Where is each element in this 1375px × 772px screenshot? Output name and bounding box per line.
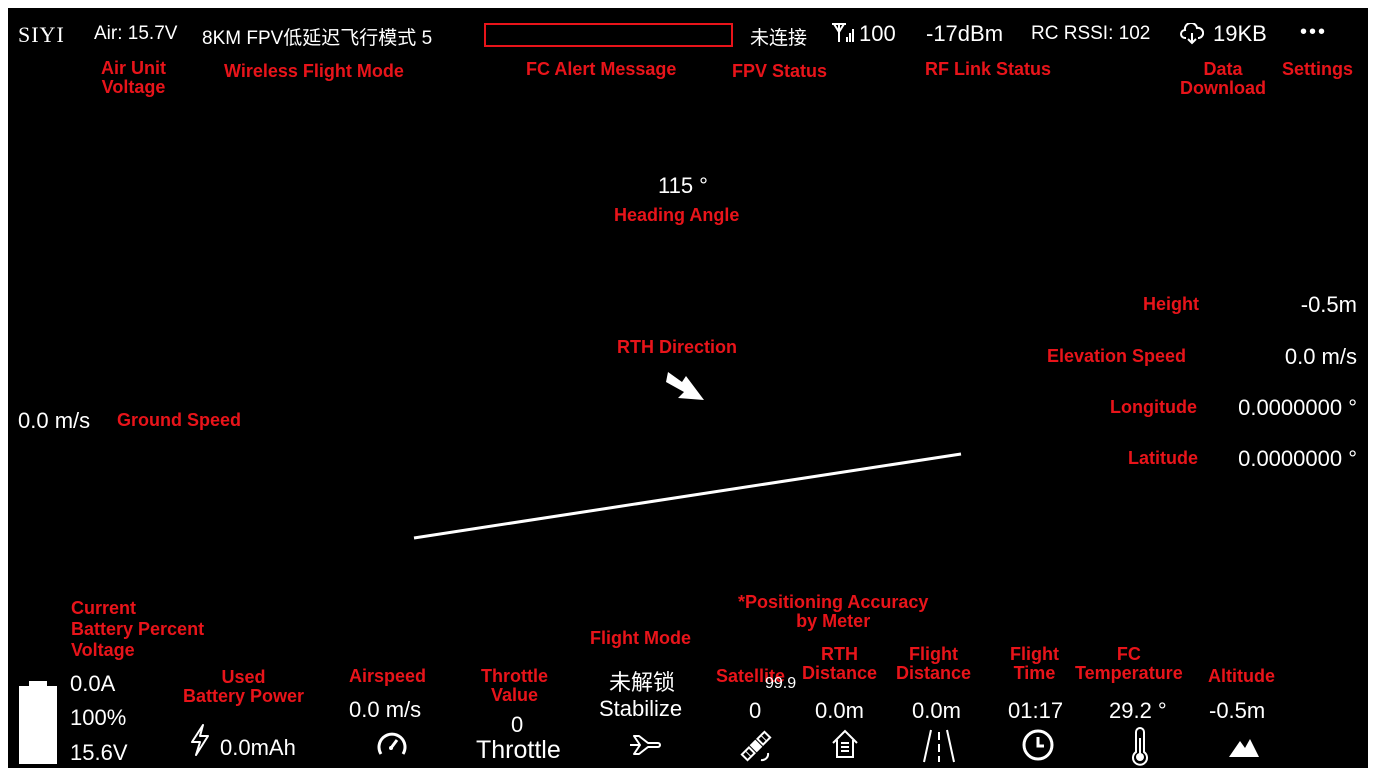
mountain-icon — [1228, 733, 1260, 759]
signal-strength: 100 — [859, 21, 896, 46]
fc-alert-box — [484, 23, 733, 47]
annotation-rth-distance: RTH Distance — [802, 644, 878, 683]
rth-arrow-icon — [664, 362, 708, 402]
clock-icon — [1021, 728, 1055, 762]
annotation-air-unit-voltage: Air Unit Voltage — [101, 58, 166, 97]
heading-value: 115 ° — [658, 173, 708, 198]
airplane-icon — [628, 732, 664, 758]
longitude-value: 0.0000000 ° — [1238, 395, 1357, 420]
annotation-data-download: Data Download — [1180, 59, 1266, 98]
battery-current: 0.0A — [70, 671, 116, 696]
wireless-flight-mode[interactable]: 8KM FPV低延迟飞行模式 5 — [202, 28, 433, 49]
satellite-count: 0 — [749, 698, 762, 723]
ground-speed-value: 0.0 m/s — [18, 408, 91, 433]
data-download-size[interactable]: 19KB — [1213, 21, 1267, 46]
annotation-rf-link-status: RF Link Status — [925, 59, 1052, 79]
battery-icon — [18, 679, 58, 765]
rc-rssi: RC RSSI: 102 — [1031, 23, 1151, 44]
battery-voltage: 15.6V — [70, 740, 128, 765]
annotation-fpv-status: FPV Status — [732, 61, 828, 81]
throttle-value: 0 — [511, 712, 524, 737]
air-voltage: Air: 15.7V — [94, 23, 178, 44]
arm-status: 未解锁 — [609, 670, 676, 695]
annotation-flight-time: Flight Time — [1010, 644, 1059, 683]
used-battery-value: 0.0mAh — [220, 735, 296, 760]
annotation-wireless-flight-mode: Wireless Flight Mode — [224, 61, 404, 81]
positioning-accuracy-value: 99.9 — [765, 675, 797, 692]
height-value: -0.5m — [1300, 292, 1357, 317]
annotation-ground-speed: Ground Speed — [117, 410, 242, 430]
annotation-satellite: Satellite — [716, 666, 786, 686]
fpv-hud-screen: SIYI Air: 15.7V 8KM FPV低延迟飞行模式 5 未连接 100… — [8, 8, 1368, 768]
throttle-label: Throttle — [476, 736, 561, 764]
cloud-download-icon[interactable] — [1180, 23, 1204, 45]
settings-more-button[interactable]: ••• — [1300, 21, 1328, 43]
rth-distance-value: 0.0m — [815, 698, 864, 723]
flight-time-value: 01:17 — [1008, 698, 1064, 723]
annotation-settings: Settings — [1282, 59, 1354, 79]
annotation-heading-angle: Heading Angle — [614, 205, 740, 225]
satellite-icon — [738, 728, 774, 764]
altitude-value: -0.5m — [1209, 698, 1266, 723]
annotation-flight-mode: Flight Mode — [590, 628, 691, 648]
annotation-fc-alert: FC Alert Message — [526, 59, 677, 79]
horizon-line — [408, 448, 968, 548]
annotation-positioning-accuracy: *Positioning Accuracy by Meter — [738, 592, 929, 631]
flight-distance-value: 0.0m — [912, 698, 961, 723]
fpv-connection-status: 未连接 — [750, 28, 808, 49]
annotation-altitude: Altitude — [1208, 666, 1275, 686]
annotation-throttle: Throttle Value — [481, 666, 548, 705]
fc-temperature-value: 29.2 ° — [1109, 698, 1167, 723]
annotation-airspeed: Airspeed — [349, 666, 427, 686]
thermometer-icon — [1129, 726, 1151, 766]
lightning-icon — [189, 724, 211, 756]
annotation-used-battery: Used Battery Power — [183, 667, 305, 706]
flight-mode-value[interactable]: Stabilize — [599, 696, 683, 721]
latitude-value: 0.0000000 ° — [1238, 446, 1357, 471]
annotation-rth-direction: RTH Direction — [617, 337, 738, 357]
home-icon — [830, 728, 860, 760]
road-icon — [922, 728, 956, 764]
annotation-battery: Current Battery Percent Voltage — [71, 598, 205, 660]
annotation-longitude: Longitude — [1110, 397, 1197, 417]
rf-dbm: -17dBm — [926, 21, 1004, 46]
annotation-fc-temperature: FC Temperature — [1075, 644, 1183, 683]
annotation-latitude: Latitude — [1128, 448, 1198, 468]
battery-percent: 100% — [70, 705, 127, 730]
elevation-speed-value: 0.0 m/s — [1284, 344, 1357, 369]
signal-tower-icon — [831, 22, 855, 44]
speedometer-icon — [374, 728, 410, 758]
annotation-elevation-speed: Elevation Speed — [1047, 346, 1187, 366]
airspeed-value: 0.0 m/s — [349, 697, 422, 722]
annotation-flight-distance: Flight Distance — [896, 644, 972, 683]
siyi-logo: SIYI — [18, 22, 65, 47]
annotation-height: Height — [1143, 294, 1199, 314]
